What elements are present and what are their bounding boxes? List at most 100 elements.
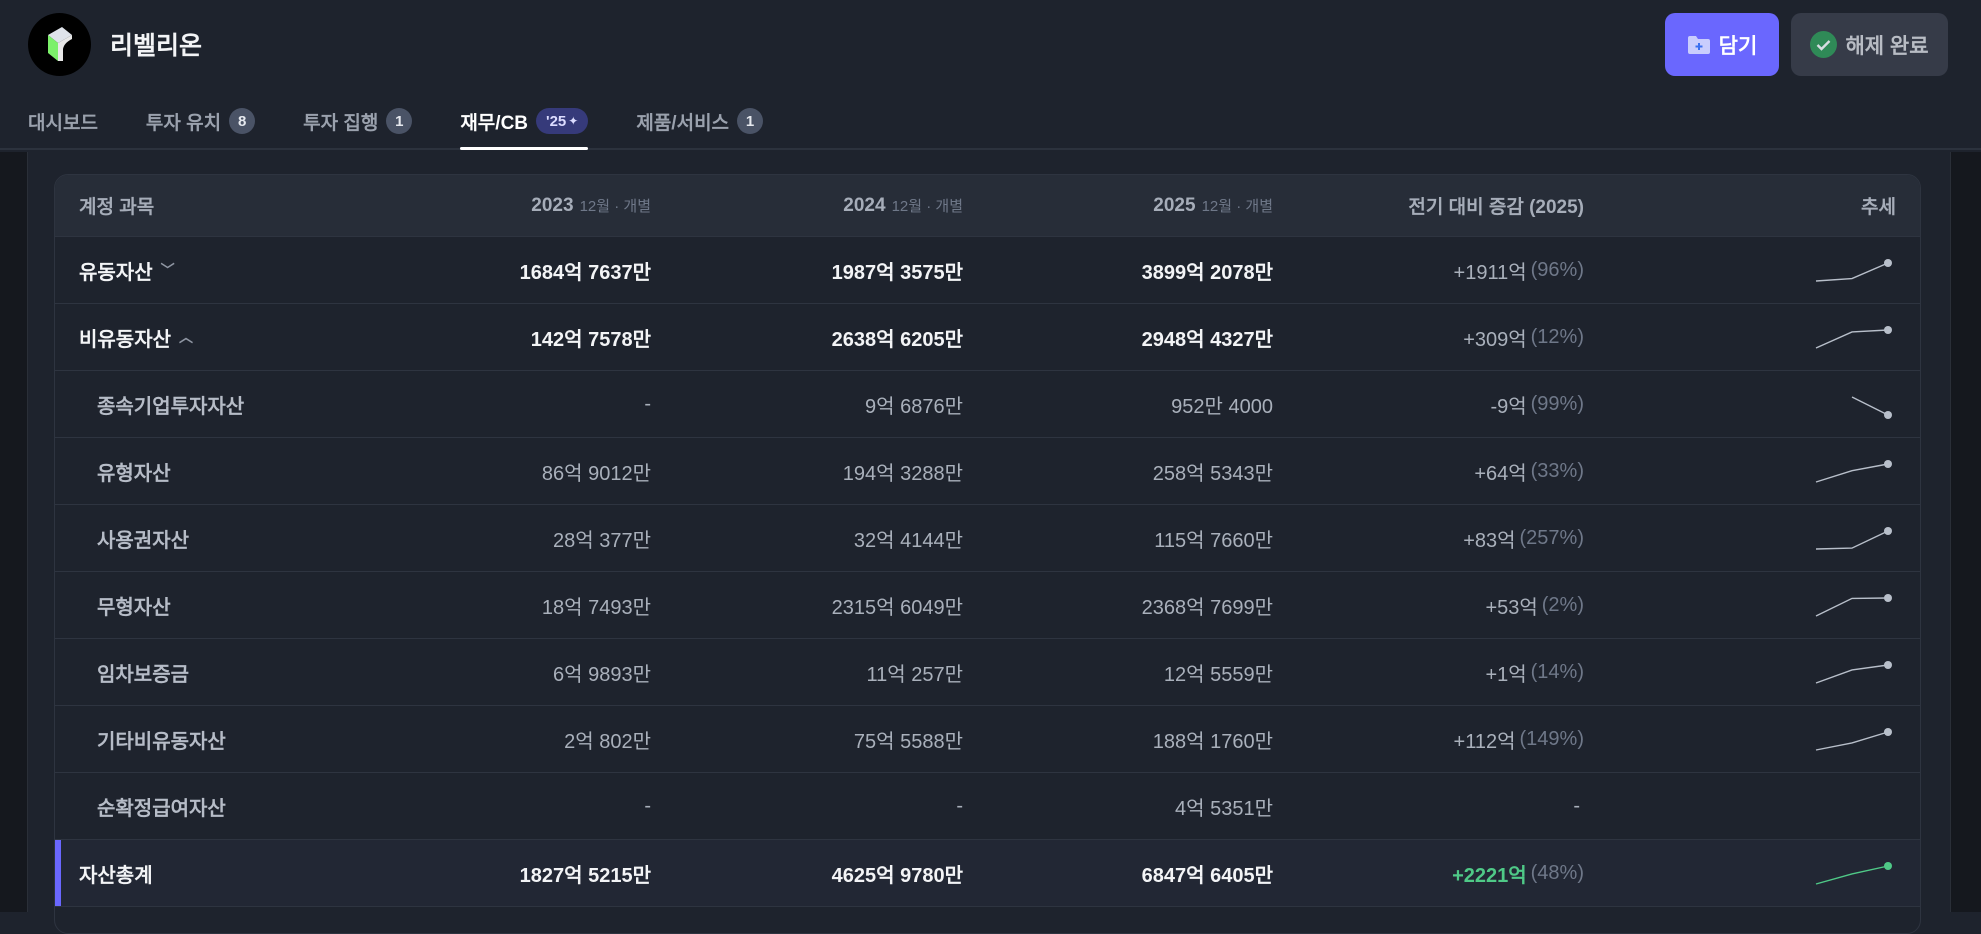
value-2023: 1684억 7637만 (519, 261, 651, 284)
badge-text: 1 (395, 112, 404, 130)
change-cell: +64억 (33%) (1474, 438, 1584, 504)
change-amount: +83억 (1463, 529, 1516, 552)
account-label: 순확정급여자산 (97, 797, 226, 820)
tab-1[interactable]: 투자 유치 8 (145, 104, 256, 138)
change-percent: (96%) (1530, 258, 1584, 281)
value-2024: 2315억 6049만 (831, 596, 963, 619)
trend-sparkline (1815, 326, 1892, 349)
column-header-change: 전기 대비 증감 (2025) (1408, 197, 1584, 218)
table-row[interactable]: 비유동자산 ︿ 142억 7578만 2638억 6205만 2948억 4327만 +3… (55, 304, 1920, 371)
balance-sheet-table: 계정 과목 2023 12월 · 개별 2024 12월 · 개별 2025 12월 … (54, 174, 1921, 934)
value-2024: 75억 5588만 (853, 730, 963, 753)
column-header-2025[interactable]: 2025 12월 · 개별 (1153, 175, 1273, 236)
trend-line (1815, 329, 1889, 349)
trend-sparkline (1815, 259, 1892, 282)
trend-line (1815, 865, 1889, 885)
change-amount: +1911억 (1453, 261, 1527, 284)
company-name: 리벨리온 (110, 32, 203, 60)
count-badge: 1 (737, 108, 764, 134)
column-header-2024[interactable]: 2024 12월 · 개별 (843, 175, 963, 236)
tab-bar: 대시보드 투자 유치 8 투자 집행 1 재무/CB '25 ✦ 제품/서비스 1 (28, 104, 811, 150)
account-label: 임차보증금 (97, 663, 189, 686)
change-amount: +309억 (1463, 328, 1527, 351)
value-2023: - (644, 392, 651, 415)
check-circle-icon (1810, 31, 1838, 58)
trend-line (1815, 597, 1889, 617)
value-2024: 194억 3288만 (842, 462, 963, 485)
value-2024: - (956, 794, 963, 817)
value-2024: 4625억 9780만 (831, 864, 963, 887)
table-header: 계정 과목 2023 12월 · 개별 2024 12월 · 개별 2025 12월 … (55, 175, 1920, 237)
trend-end-point (1884, 661, 1892, 669)
app-header: 리벨리온 담기 해제 완료 대시보드 투자 유치 8 투자 집행 1 재무/CB '25 ✦ 제… (0, 0, 1981, 150)
trend-end-point (1884, 594, 1892, 602)
change-cell: +1억 (14%) (1485, 639, 1584, 705)
table-row: 기타비유동자산 2억 802만 75억 5588만 188억 1760만 +112억 (1… (55, 706, 1920, 773)
tab-label: 제품/서비스 (636, 112, 730, 134)
chevron-up-icon[interactable]: ︿ (179, 329, 193, 345)
tab-3[interactable]: 재무/CB '25 ✦ (460, 104, 589, 150)
tab-label: 투자 유치 (145, 112, 222, 134)
change-percent: (14%) (1530, 660, 1584, 683)
trend-line (1815, 664, 1889, 684)
value-2023: 2억 802만 (564, 730, 651, 753)
change-percent: (12%) (1530, 325, 1584, 348)
account-label: 자산총계 (79, 864, 153, 887)
change-amount: -9억 (1490, 395, 1527, 418)
period-label: 12월 · 개별 (1201, 198, 1273, 215)
badge-text: 8 (237, 112, 247, 130)
trend-end-point (1884, 527, 1892, 535)
account-name: 유형자산 (97, 438, 171, 504)
year-label: 2024 (843, 194, 886, 216)
account-label: 유동자산 (79, 261, 153, 284)
value-2025: 2368억 7699만 (1141, 596, 1273, 619)
account-name: 종속기업투자자산 (97, 371, 244, 437)
table-row: 자산총계 1827억 5215만 4625억 9780만 6847억 6405만 +22… (55, 840, 1920, 907)
value-2025: 4억 5351만 (1175, 797, 1273, 820)
table-row: 사용권자산 28억 377만 32억 4144만 115억 7660만 +83억 (257… (55, 505, 1920, 572)
chevron-down-icon[interactable]: ﹀ (160, 262, 175, 278)
value-2025: 115억 7660만 (1154, 529, 1273, 552)
trend-end-point (1884, 411, 1892, 419)
account-label: 종속기업투자자산 (97, 395, 245, 418)
account-name: 기타비유동자산 (97, 706, 226, 772)
trend-line (1815, 731, 1889, 751)
column-header-2023[interactable]: 2023 12월 · 개별 (531, 175, 651, 236)
trend-line (1815, 463, 1889, 483)
trend-sparkline (1851, 396, 1892, 419)
value-2023: 142억 7578만 (530, 328, 651, 351)
save-button[interactable]: 담기 (1665, 13, 1779, 76)
tab-label: 대시보드 (28, 112, 98, 134)
release-complete-button[interactable]: 해제 완료 (1791, 13, 1948, 76)
value-2023: 28억 377만 (553, 529, 651, 552)
change-cell: +53억 (2%) (1485, 572, 1584, 638)
trend-line (1815, 262, 1889, 282)
change-percent: (149%) (1519, 727, 1584, 750)
save-label: 담기 (1718, 34, 1758, 58)
table-row: 유형자산 86억 9012만 194억 3288만 258억 5343만 +64억 (33… (55, 438, 1920, 505)
value-2024: 2638억 6205만 (831, 328, 963, 351)
value-2024: 9억 6876만 (865, 395, 963, 418)
trend-sparkline (1815, 728, 1892, 751)
tab-2[interactable]: 투자 집행 1 (303, 104, 413, 138)
tab-4[interactable]: 제품/서비스 1 (636, 104, 764, 138)
change-amount: - (1573, 794, 1580, 817)
trend-end-point (1884, 728, 1892, 736)
account-name: 무형자산 (97, 572, 171, 638)
change-percent: (33%) (1530, 459, 1584, 482)
trend-end-point (1884, 460, 1892, 468)
trend-end-point (1884, 862, 1892, 870)
account-name: 임차보증금 (97, 639, 189, 705)
value-2023: - (644, 794, 651, 817)
tab-0[interactable]: 대시보드 (28, 104, 98, 138)
change-cell: +1911억 (96%) (1454, 237, 1584, 303)
count-badge: 1 (386, 108, 413, 134)
trend-sparkline (1815, 527, 1892, 550)
count-badge: 8 (229, 108, 256, 134)
value-2025: 952만 4000 (1171, 395, 1273, 418)
account-label: 기타비유동자산 (97, 730, 226, 753)
table-row[interactable]: 유동자산 ﹀ 1684억 7637만 1987억 3575만 3899억 2078만 +1… (55, 237, 1920, 304)
value-2024: 32억 4144만 (853, 529, 963, 552)
release-complete-label: 해제 완료 (1845, 34, 1929, 58)
value-2023: 6억 9893만 (553, 663, 651, 686)
